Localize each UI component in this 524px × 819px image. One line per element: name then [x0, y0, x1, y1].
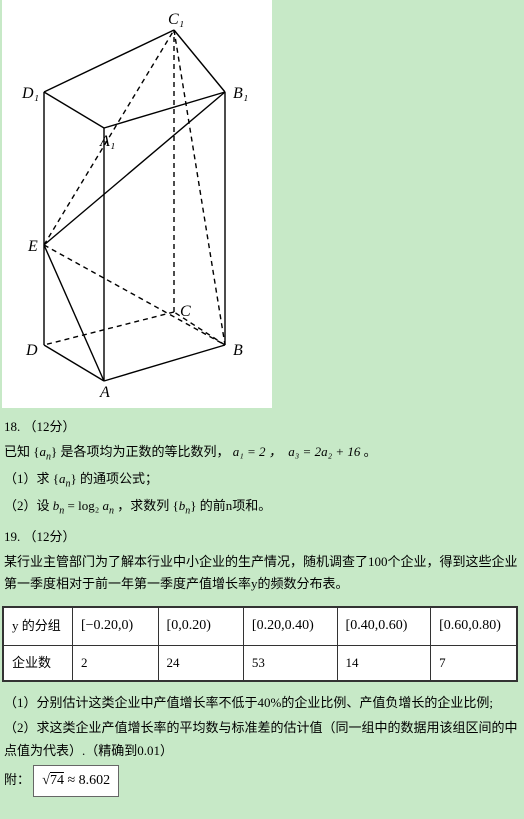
table-data-cell: 14: [337, 645, 431, 681]
table-header-cell: [0.40,0.60): [337, 608, 431, 646]
table-data-cell: 2: [72, 645, 158, 681]
svg-text:D₁: D₁: [21, 85, 39, 102]
freq-table-el: y 的分组[−0.20,0)[0,0.20)[0.20,0.40)[0.40,0…: [3, 607, 517, 681]
table-data-cell: 53: [243, 645, 337, 681]
appendix-label: 附：: [4, 772, 30, 787]
problem-19-q1: （1）分别估计这类企业中产值增长率不低于40%的企业比例、产值负增长的企业比例;: [4, 692, 520, 715]
frequency-table: y 的分组[−0.20,0)[0,0.20)[0.20,0.40)[0.40,0…: [2, 606, 518, 682]
svg-text:D: D: [25, 342, 38, 359]
an: an: [40, 444, 52, 459]
table-data-cell: 企业数: [4, 645, 73, 681]
svg-text:A: A: [99, 384, 110, 400]
table-header-cell: [0.20,0.40): [243, 608, 337, 646]
table-header-cell: y 的分组: [4, 608, 73, 646]
svg-text:B: B: [233, 342, 243, 359]
geometry-figure: C₁ D₁ B₁ A₁ E C D B A: [2, 0, 272, 408]
eq: a₁ = 2 ， a₃ = 2a₂ + 16: [233, 444, 361, 459]
t: } 是各项均为正数的等比数列，: [51, 444, 230, 459]
sqrt-box: √74 ≈ 8.602: [33, 765, 119, 798]
problem-19-appendix: 附： √74 ≈ 8.602: [4, 765, 520, 798]
table-header-cell: [−0.20,0): [72, 608, 158, 646]
svg-text:C₁: C₁: [168, 11, 184, 28]
svg-text:E: E: [27, 238, 38, 255]
problem-18-q2: （2）设 bn = log₂ an ，求数列 {bn} 的前n项和。: [4, 495, 520, 520]
problem-19-header: 19. （12分）: [4, 526, 520, 549]
prism-svg: C₁ D₁ B₁ A₁ E C D B A: [2, 0, 272, 400]
table-data-cell: 24: [158, 645, 243, 681]
problem-19-q2: （2）求这类企业产值增长率的平均数与标准差的估计值（同一组中的数据用该组区间的中…: [4, 717, 520, 763]
svg-text:C: C: [180, 303, 191, 320]
t: 已知 {: [4, 444, 40, 459]
problem-19-desc: 某行业主管部门为了解本行业中小企业的生产情况，随机调查了100个企业，得到这些企…: [4, 551, 520, 597]
problem-18-header: 18. （12分）: [4, 416, 520, 439]
table-header-cell: [0,0.20): [158, 608, 243, 646]
table-header-cell: [0.60,0.80): [431, 608, 517, 646]
svg-text:B₁: B₁: [233, 85, 248, 102]
problem-18-line1: 已知 {an} 是各项均为正数的等比数列， a₁ = 2 ， a₃ = 2a₂ …: [4, 441, 520, 466]
svg-text:A₁: A₁: [99, 133, 115, 150]
problem-18-q1: （1）求 {an} 的通项公式；: [4, 468, 520, 493]
table-data-cell: 7: [431, 645, 517, 681]
